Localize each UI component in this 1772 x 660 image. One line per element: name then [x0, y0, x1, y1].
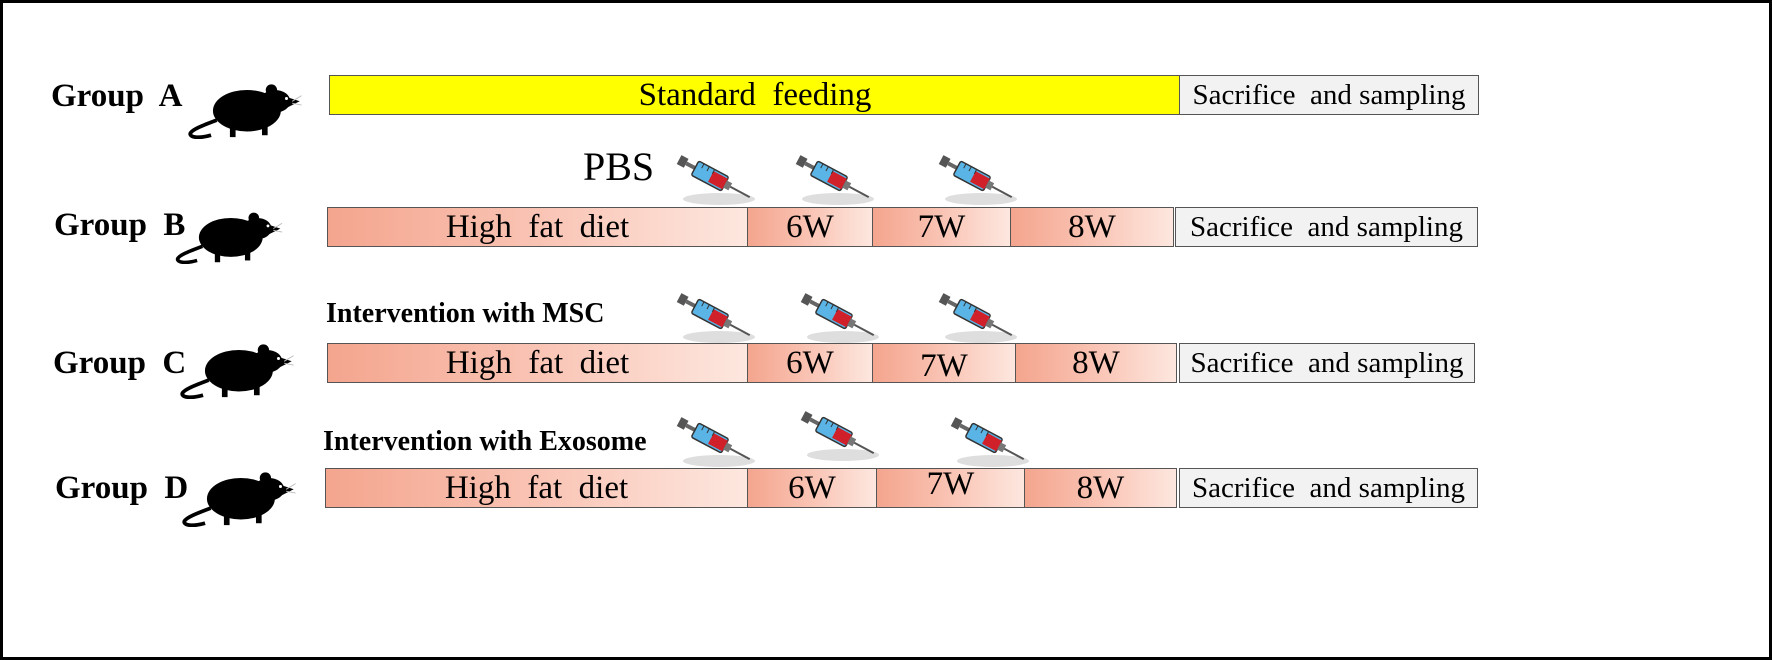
- group-a-standard-feeding-bar: Standard feeding: [329, 75, 1181, 115]
- group-b-week-7-bar: 7W: [872, 207, 1011, 247]
- syringe-icon: [669, 291, 759, 347]
- group-d-week-7-bar: 7W: [876, 468, 1025, 508]
- group-d-end-label: Sacrifice and sampling: [1192, 471, 1465, 504]
- group-c-label: Group C: [53, 345, 187, 381]
- group-c-6w-label: 6W: [786, 344, 834, 381]
- group-d-6w-label: 6W: [788, 469, 836, 506]
- syringe-icon: [788, 153, 878, 209]
- group-b-8w-label: 8W: [1068, 208, 1116, 245]
- group-b-annotation: PBS: [583, 144, 655, 189]
- syringe-icon: [793, 409, 883, 465]
- group-d-annotation: Intervention with Exosome: [323, 426, 647, 457]
- syringe-icon: [943, 415, 1033, 471]
- group-b-hfd-label: High fat diet: [445, 208, 630, 245]
- group-c-week-8-bar: 8W: [1015, 343, 1177, 383]
- group-b-label: Group B: [54, 207, 186, 243]
- group-c-7w-label: 7W: [920, 347, 968, 383]
- group-d-high-fat-diet-bar: High fat diet: [325, 468, 748, 508]
- syringe-icon: [793, 291, 883, 347]
- group-d-sacrifice-box: Sacrifice and sampling: [1179, 468, 1478, 508]
- mouse-icon: [178, 333, 296, 399]
- group-b-sacrifice-box: Sacrifice and sampling: [1175, 207, 1478, 247]
- syringe-icon: [931, 153, 1021, 209]
- group-a-label: Group A: [51, 78, 183, 114]
- group-b-7w-label: 7W: [917, 208, 966, 245]
- mouse-icon: [180, 461, 298, 527]
- group-a-end-label: Sacrifice and sampling: [1192, 78, 1466, 111]
- group-c-hfd-label: High fat diet: [445, 344, 630, 381]
- group-d-7w-label: 7W: [926, 468, 975, 502]
- group-b-6w-label: 6W: [786, 208, 834, 245]
- mouse-icon: [186, 73, 304, 139]
- group-d-week-6-bar: 6W: [747, 468, 877, 508]
- syringe-icon: [669, 415, 759, 471]
- group-d-label: Group D: [55, 470, 189, 506]
- group-b-end-label: Sacrifice and sampling: [1190, 210, 1463, 243]
- mouse-icon: [173, 202, 285, 264]
- group-c-week-6-bar: 6W: [747, 343, 873, 383]
- group-c-week-7-bar: 7W: [872, 343, 1016, 383]
- syringe-icon: [931, 291, 1021, 347]
- group-d-week-8-bar: 8W: [1024, 468, 1177, 508]
- group-c-sacrifice-box: Sacrifice and sampling: [1179, 343, 1475, 383]
- group-c-annotation: Intervention with MSC: [326, 298, 605, 329]
- syringe-icon: [669, 153, 759, 209]
- group-c-end-label: Sacrifice and sampling: [1190, 346, 1464, 379]
- group-d-hfd-label: High fat diet: [444, 469, 629, 506]
- group-b-week-6-bar: 6W: [747, 207, 873, 247]
- group-d-8w-label: 8W: [1076, 469, 1125, 506]
- group-c-high-fat-diet-bar: High fat diet: [327, 343, 748, 383]
- group-a-sacrifice-box: Sacrifice and sampling: [1179, 75, 1479, 115]
- group-c-8w-label: 8W: [1072, 344, 1120, 381]
- group-b-week-8-bar: 8W: [1010, 207, 1174, 247]
- group-a-segment-label: Standard feeding: [638, 76, 872, 113]
- group-b-high-fat-diet-bar: High fat diet: [327, 207, 748, 247]
